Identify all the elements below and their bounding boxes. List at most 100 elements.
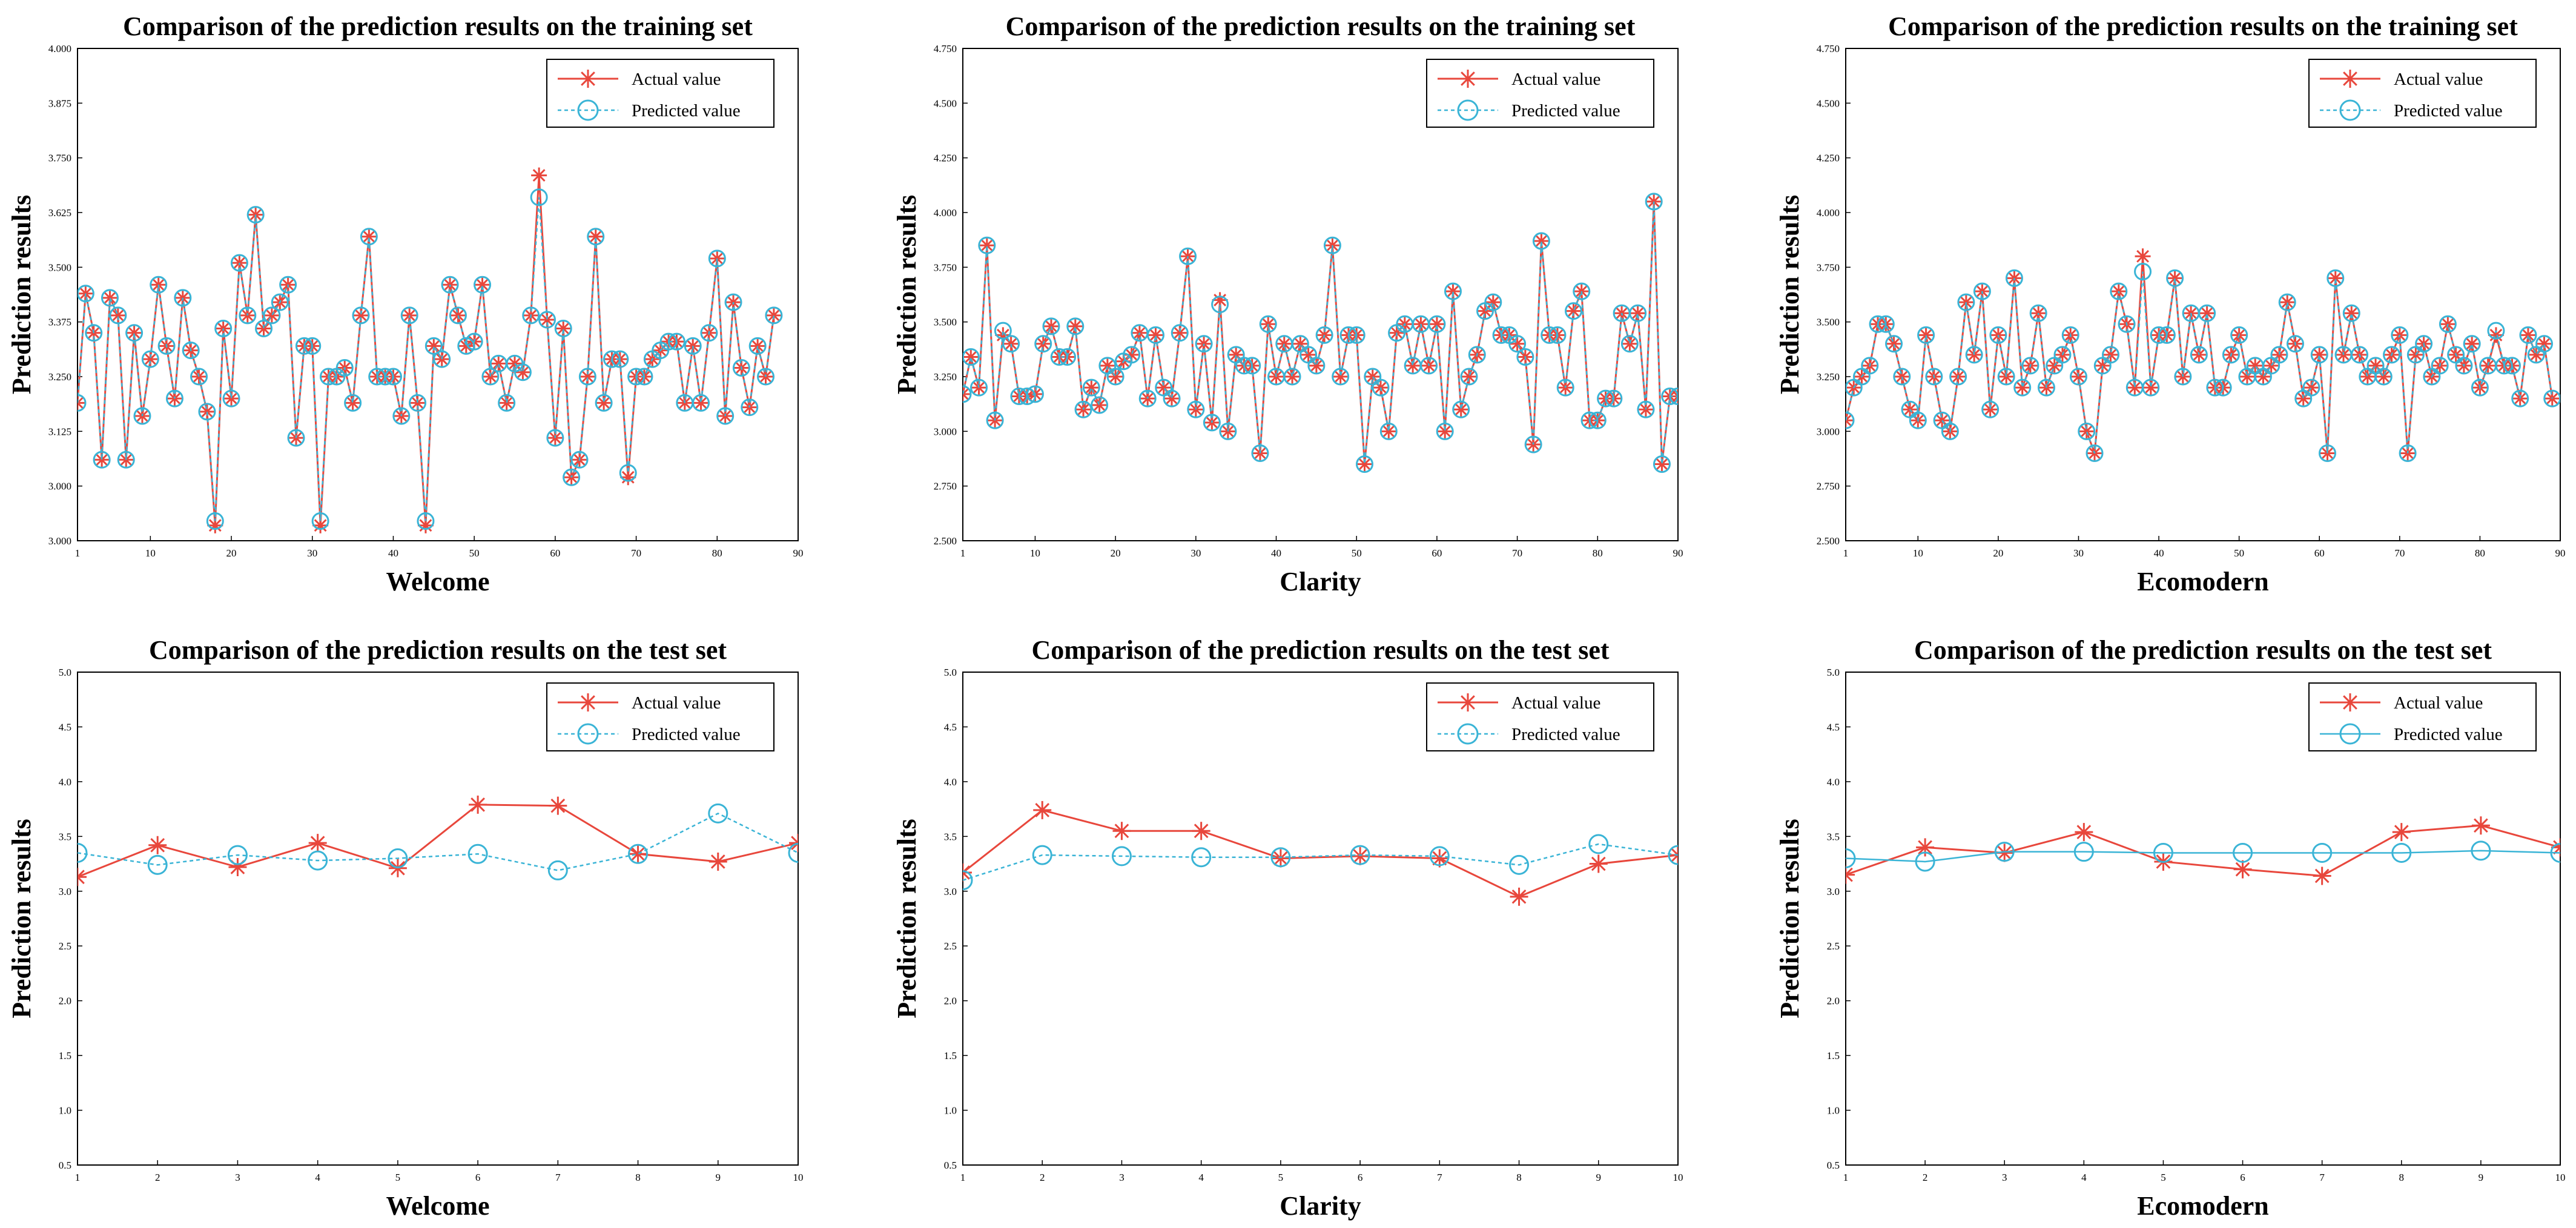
y-tick-label: 1.5 [1827, 1050, 1840, 1061]
y-tick-label: 4.500 [1817, 97, 1840, 109]
plot-frame [1845, 48, 2561, 541]
predicted-value-point [449, 306, 467, 325]
predicted-value-point [1994, 842, 2015, 862]
predicted-value-point [295, 337, 313, 355]
predicted-value-point [1042, 317, 1060, 335]
actual-value-point [1356, 456, 1373, 472]
legend-actual-marker [2341, 70, 2359, 88]
y-tick-label: 3.500 [48, 262, 71, 273]
legend-predicted-marker [1457, 99, 1479, 121]
y-tick-label: 5.0 [1827, 667, 1840, 678]
predicted-value-point [1259, 315, 1277, 333]
predicted-value-point [963, 870, 973, 891]
predicted-value-point [1350, 845, 1370, 865]
predicted-value-point [2535, 335, 2553, 353]
predicted-value-point [467, 843, 488, 864]
x-axis-label: Ecomodern [2137, 1191, 2269, 1221]
predicted-value-point [2102, 346, 2120, 364]
actual-value-point [629, 845, 647, 863]
y-tick-label: 2.0 [59, 995, 71, 1007]
y-tick-label: 4.250 [1817, 153, 1840, 164]
actual-value-point [450, 307, 466, 323]
actual-value-point [1164, 391, 1180, 407]
actual-value-point [2233, 860, 2252, 879]
actual-value-point [2313, 867, 2331, 885]
predicted-value-point [986, 411, 1004, 429]
y-tick-label: 4.000 [48, 43, 71, 54]
x-axis-label: Welcome [386, 567, 489, 596]
predicted-value-point [1629, 304, 1647, 322]
actual-value-point [979, 237, 995, 254]
legend: Actual value Predicted value [1426, 59, 1654, 128]
chart-title: Comparison of the prediction results on … [1888, 12, 2518, 41]
predicted-value-point [611, 350, 629, 368]
actual-value-point [2368, 357, 2384, 374]
actual-value-point [1958, 294, 1974, 311]
predicted-value-point [474, 276, 492, 294]
predicted-value-point [1556, 378, 1574, 397]
actual-value-point [199, 403, 215, 420]
actual-value-point [1846, 865, 1855, 884]
legend-box [2308, 682, 2537, 751]
actual-value-point [1453, 401, 1469, 418]
x-tick-label: 60 [550, 547, 560, 559]
predicted-value-point [1661, 388, 1678, 406]
y-tick-label: 3.750 [1817, 262, 1840, 273]
actual-value-point [1445, 283, 1461, 300]
actual-value-point [1112, 822, 1131, 840]
predicted-value-point [198, 403, 216, 421]
plot-frame [77, 672, 799, 1166]
predicted-value-point [214, 320, 233, 338]
predicted-value-point [1949, 368, 1967, 386]
y-tick-label: 2.750 [934, 481, 957, 492]
y-tick-label: 1.5 [944, 1050, 957, 1061]
actual-value-point [2408, 346, 2424, 363]
predicted-value-point [2399, 444, 2417, 462]
actual-value-point [1003, 335, 1019, 352]
predicted-value-point [659, 332, 678, 351]
x-tick-label: 50 [469, 547, 480, 559]
actual-value-point [256, 320, 272, 337]
predicted-value-point [2455, 357, 2473, 375]
x-tick-label: 70 [2394, 547, 2405, 559]
predicted-value-point [2319, 444, 2337, 462]
actual-value-point [1565, 303, 1582, 319]
actual-value-point [2255, 369, 2271, 385]
x-tick-label: 3 [1119, 1172, 1125, 1183]
predicted-value-point [1429, 846, 1450, 867]
predicted-value-point [1032, 845, 1052, 865]
predicted-value-point [708, 803, 728, 824]
predicted-value-point [1452, 400, 1470, 418]
predicted-value-point [708, 249, 726, 268]
predicted-value-point [1989, 326, 2007, 344]
actual-value-point [1192, 822, 1210, 840]
y-axis-label: Prediction results [892, 195, 922, 395]
actual-value-point [539, 312, 555, 328]
predicted-value-point [271, 293, 289, 311]
x-tick-label: 20 [1111, 547, 1121, 559]
predicted-value-point [1909, 411, 1927, 429]
predicted-value-point [78, 842, 88, 863]
x-tick-label: 20 [226, 547, 237, 559]
actual-value-point [2095, 357, 2111, 374]
actual-value-point [1292, 335, 1309, 352]
predicted-value-point [457, 337, 475, 355]
actual-value-point [2311, 346, 2328, 363]
y-tick-label: 4.000 [1817, 207, 1840, 219]
legend-actual-marker [579, 70, 597, 88]
actual-value-point [1155, 380, 1172, 396]
predicted-value-point [2463, 335, 2481, 353]
predicted-value-point [2086, 444, 2104, 462]
legend-box [1426, 59, 1654, 128]
actual-value-point [2263, 357, 2279, 374]
actual-value-point [426, 338, 442, 354]
x-tick-label: 70 [631, 547, 641, 559]
predicted-value-point [2391, 326, 2409, 344]
actual-value-point [1351, 847, 1370, 865]
predicted-value-point [2206, 378, 2224, 397]
predicted-value-point [2327, 269, 2345, 287]
predicted-value-point [1355, 455, 1373, 474]
actual-value-point [2327, 270, 2343, 286]
actual-value-point [1533, 233, 1550, 249]
chart-panel-1: Comparison of the prediction results on … [7, 12, 804, 596]
